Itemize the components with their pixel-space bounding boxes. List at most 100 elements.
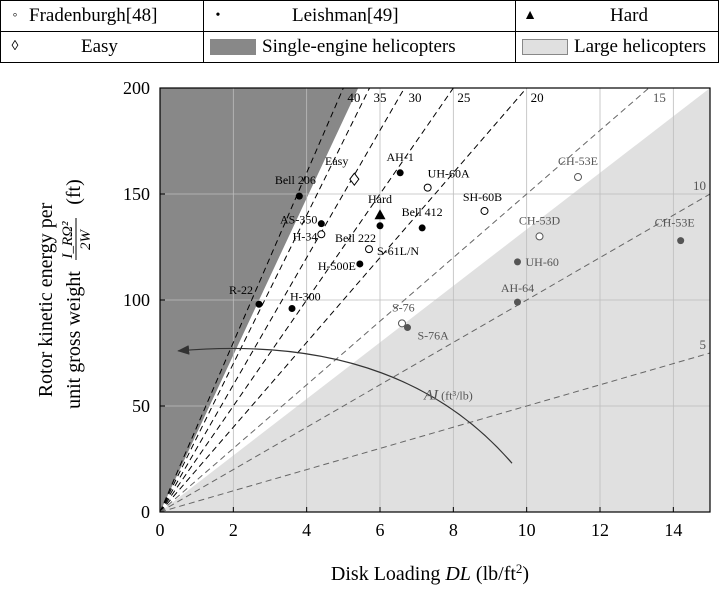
x-tick-label: 0 [156, 520, 165, 540]
point-label-7: Bell 222 [335, 231, 376, 245]
x-axis-title: Disk Loading DL (lb/ft2) [331, 561, 529, 586]
y-tick-label: 0 [141, 502, 150, 522]
y-axis-formula-den: 2W [78, 229, 94, 251]
diamond-icon: ◊ [11, 39, 19, 54]
triangle-icon: ▲ [523, 8, 537, 23]
point-label-10: S-61L/N [377, 244, 419, 258]
point-label-19: S-76 [392, 300, 415, 314]
point-label-2: Bell 206 [275, 173, 316, 187]
ai-line-20 [160, 88, 528, 512]
x-tick-label: 14 [664, 520, 682, 540]
legend-single-engine: Single-engine helicopters [262, 36, 456, 57]
ai-line-label-25: 25 [457, 90, 470, 105]
open-circle-icon: ◦ [12, 8, 18, 23]
point-15 [535, 232, 544, 241]
ai-arrow: AI (ft³/lb) [177, 345, 513, 464]
point-16 [677, 237, 685, 245]
point-label-12: R-22 [229, 283, 253, 297]
legend-easy: Easy [81, 36, 118, 57]
x-tick-label: 12 [591, 520, 609, 540]
y-tick-label: 200 [123, 78, 150, 98]
ai-line-labels: 40 35 30 25 20 15 10 5 [347, 90, 706, 352]
point-20 [404, 324, 411, 332]
point-labels: Easy AH-1 Bell 206 UH-60A AS-350 H-34 Hard Bell… [229, 150, 695, 343]
filled-circle-icon: • [215, 8, 221, 23]
legend-table: ◦ Fradenburgh[48] • Leishman[49] ▲ Hard ◊ Ea… [0, 0, 719, 63]
point-label-18: AH-64 [501, 281, 534, 295]
x-axis-unit: (lb/ft [471, 563, 516, 585]
legend: ◦ Fradenburgh[48] • Leishman[49] ▲ Hard ◊ Ea… [0, 0, 719, 72]
y-axis-unit: (ft) [63, 179, 85, 205]
ai-line-label-35: 35 [374, 90, 387, 105]
x-axis-prefix: Disk Loading [331, 563, 445, 585]
y-tick-label: 100 [123, 290, 150, 310]
ai-arrow-var: AI [423, 388, 439, 404]
point-label-3: UH-60A [428, 167, 470, 181]
point-label-14: CH-53E [558, 154, 598, 168]
point-8 [418, 224, 426, 232]
ai-line-40 [160, 88, 344, 512]
point-13 [288, 304, 296, 312]
x-axis-var: DL [444, 563, 471, 585]
legend-hard: Hard [610, 5, 648, 26]
ai-line-5 [160, 352, 710, 512]
axis-ticks: 0 2 4 6 8 10 12 14 0 50 100 150 200 [123, 78, 682, 540]
point-2 [295, 192, 303, 200]
ai-line-10 [160, 193, 710, 512]
y-axis-title: Rotor kinetic energy per unit gross weig… [35, 179, 94, 409]
ai-line-35 [160, 88, 370, 512]
y-tick-label: 50 [132, 396, 150, 416]
point-label-1: AH-1 [387, 150, 414, 164]
point-label-6: Hard [368, 192, 392, 206]
legend-leishman: Leishman[49] [292, 5, 399, 26]
point-19 [398, 319, 406, 328]
x-tick-label: 6 [376, 520, 385, 540]
ai-line-label-20: 20 [531, 90, 544, 105]
point-0 [349, 172, 360, 186]
ai-line-label-30: 30 [408, 90, 421, 105]
point-label-15: CH-53D [519, 213, 561, 227]
point-5 [317, 230, 326, 239]
large-helicopter-swatch [522, 39, 568, 55]
ai-line-label-15: 15 [653, 90, 666, 105]
ai-arrow-curve [177, 345, 513, 464]
point-label-4: AS-350 [280, 213, 317, 227]
ai-line-label-40: 40 [347, 90, 360, 105]
point-4 [317, 220, 325, 228]
point-label-8: Bell 412 [402, 205, 443, 219]
point-label-0: Easy [325, 154, 348, 168]
y-axis-formula-num: I_RΩ² [60, 221, 76, 260]
point-12 [255, 300, 263, 308]
point-11 [356, 260, 364, 268]
single-engine-swatch [210, 39, 256, 55]
point-label-9: SH-60B [463, 190, 502, 204]
ai-line-30 [160, 88, 405, 512]
ai-line-label-5: 5 [700, 337, 707, 352]
data-points [255, 169, 685, 332]
point-1 [396, 169, 404, 177]
point-6 [374, 209, 386, 220]
legend-large: Large helicopters [574, 36, 707, 57]
x-axis-close: ) [522, 563, 529, 585]
x-tick-label: 2 [229, 520, 238, 540]
ai-line-25 [160, 88, 454, 512]
x-tick-label: 4 [302, 520, 311, 540]
ai-arrow-unit: (ft³/lb) [438, 389, 473, 403]
point-14 [574, 173, 582, 182]
point-10 [365, 245, 373, 254]
point-label-5: H-34 [293, 229, 318, 243]
x-tick-label: 8 [449, 520, 458, 540]
point-label-16: CH-53E [655, 216, 695, 230]
x-axis-sup: 2 [516, 561, 523, 576]
ai-lines [160, 88, 710, 512]
point-label-20: S-76A [418, 329, 450, 343]
point-label-13: H-300 [290, 289, 321, 303]
ai-line-15 [160, 88, 650, 512]
legend-fradenburgh: Fradenburgh[48] [29, 5, 158, 26]
point-17 [514, 258, 521, 266]
y-axis-line2: unit gross weight [63, 271, 85, 409]
ai-line-label-10: 10 [693, 178, 706, 193]
point-7 [376, 222, 384, 230]
y-axis-line1: Rotor kinetic energy per [35, 202, 57, 397]
